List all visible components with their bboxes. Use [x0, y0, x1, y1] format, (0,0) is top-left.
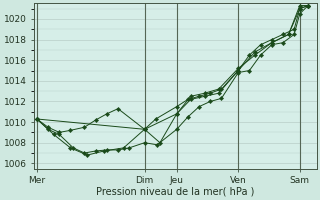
- X-axis label: Pression niveau de la mer( hPa ): Pression niveau de la mer( hPa ): [96, 187, 254, 197]
